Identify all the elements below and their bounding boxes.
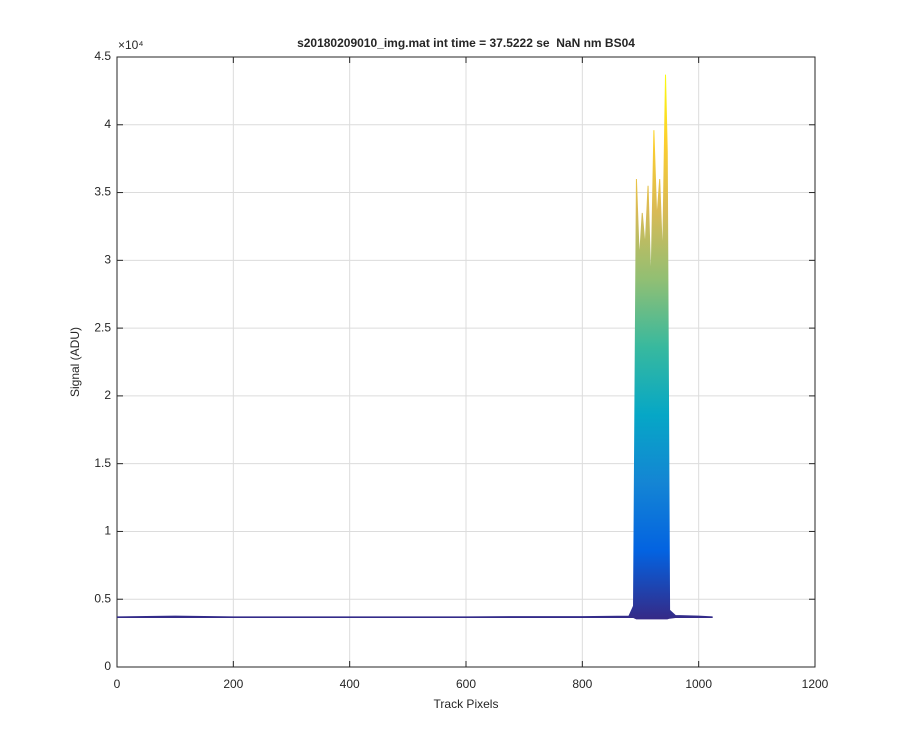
x-axis-label: Track Pixels <box>434 697 499 711</box>
y-axis-label: Signal (ADU) <box>68 327 82 397</box>
x-tick-label: 400 <box>340 677 360 691</box>
y-tick-label: 3.5 <box>94 185 111 199</box>
surface-edge <box>116 74 713 618</box>
surface-area <box>117 74 713 619</box>
y-tick-label: 2 <box>104 388 111 402</box>
y-tick-label: 1 <box>104 524 111 538</box>
y-tick-label: 4 <box>104 117 111 131</box>
x-tick-label: 800 <box>572 677 592 691</box>
y-tick-label: 1.5 <box>94 456 111 470</box>
y-tick-label: 2.5 <box>94 320 111 334</box>
chart-title: s20180209010_img.mat int time = 37.5222 … <box>297 36 635 50</box>
x-tick-label: 1200 <box>802 677 829 691</box>
x-tick-label: 1000 <box>685 677 712 691</box>
surface-edge <box>117 617 713 620</box>
x-tick-label: 600 <box>456 677 476 691</box>
plot-frame <box>116 56 816 668</box>
y-tick-label: 3 <box>104 253 111 267</box>
y-tick-label: 0 <box>104 659 111 673</box>
x-tick-label: 200 <box>223 677 243 691</box>
y-tick-label: 0.5 <box>94 591 111 605</box>
x-tick-label: 0 <box>114 677 121 691</box>
y-tick-label: 4.5 <box>94 49 111 63</box>
y-multiplier: ×10⁴ <box>118 38 144 52</box>
